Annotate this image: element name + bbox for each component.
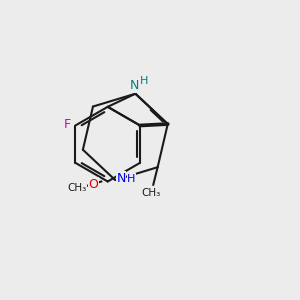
Text: N: N (116, 172, 126, 185)
Text: F: F (64, 118, 71, 130)
Text: H: H (127, 174, 135, 184)
Text: O: O (88, 178, 98, 191)
Text: CH₃: CH₃ (142, 188, 161, 198)
Text: CH₃: CH₃ (68, 183, 87, 193)
Text: N: N (129, 79, 139, 92)
Text: H: H (140, 76, 148, 86)
